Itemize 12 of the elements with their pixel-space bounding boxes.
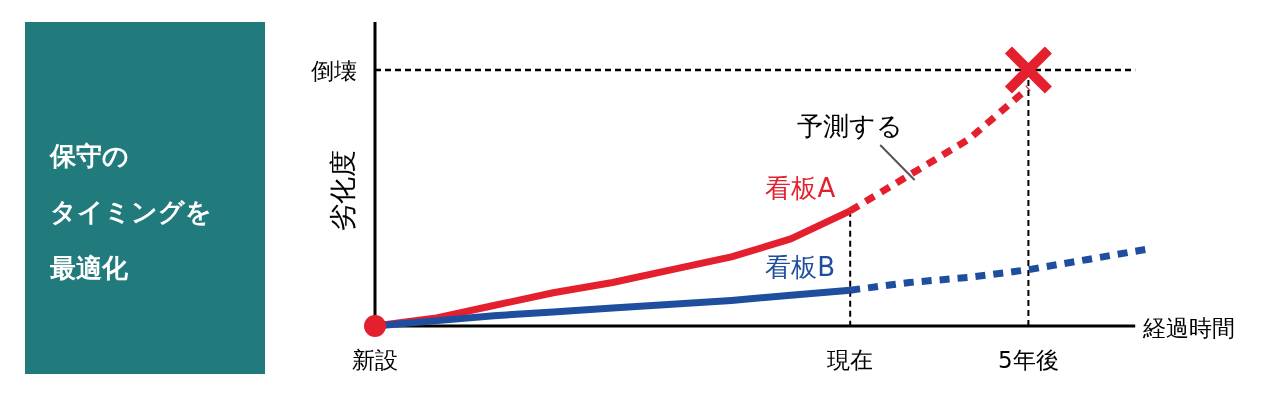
x-tick-label: 現在 (827, 347, 874, 373)
text: 最適化 (49, 253, 129, 283)
x-tick-label: 5年後 (998, 347, 1059, 373)
x-axis-title: 経過時間 (1142, 315, 1236, 341)
series-label: 看板B (765, 252, 836, 283)
text: タイミングを (50, 197, 212, 227)
ref-line-label: 倒壊 (311, 58, 357, 84)
x-tick-label: 新設 (352, 347, 398, 373)
y-axis-title: 劣化度 (327, 149, 358, 231)
series-label: 看板A (765, 172, 836, 203)
text: 保守の (49, 141, 129, 171)
annotation: 予測する (797, 111, 904, 141)
